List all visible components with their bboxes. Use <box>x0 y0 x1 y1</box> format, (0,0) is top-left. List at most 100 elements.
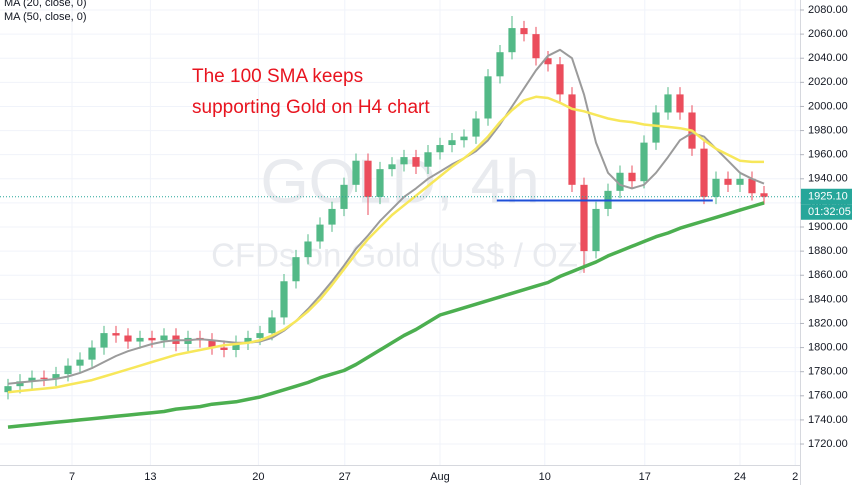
candle-body <box>532 34 540 59</box>
x-tick-label: 7 <box>69 471 75 483</box>
candle-body <box>220 347 228 350</box>
candle-body <box>412 157 420 167</box>
candle-body <box>568 94 576 185</box>
candle-body <box>448 140 456 146</box>
candle-body <box>592 208 600 252</box>
y-tick-label: 1880.00 <box>808 245 848 257</box>
x-tick-label: Aug <box>430 471 450 483</box>
candle-body <box>160 335 168 341</box>
price-axis <box>800 0 852 485</box>
candle-body <box>676 94 684 113</box>
candle-body <box>616 172 624 191</box>
candle-body <box>460 136 468 141</box>
y-tick-label: 2040.00 <box>808 52 848 64</box>
candle-body <box>340 184 348 209</box>
candle-body <box>4 386 12 393</box>
candle-body <box>52 374 60 379</box>
candle-body <box>712 178 720 197</box>
x-tick-label: 20 <box>252 471 264 483</box>
y-tick-label: 2080.00 <box>808 4 848 16</box>
candle-body <box>472 118 480 137</box>
candle-body <box>76 359 84 366</box>
axes: 1720.00 1740.00 1760.00 1780.00 1800.00 1820.… <box>69 4 852 483</box>
y-tick-label: 1840.00 <box>808 293 848 305</box>
candle-body <box>556 64 564 95</box>
y-tick-label: 1940.00 <box>808 173 848 185</box>
candle-body <box>16 381 24 387</box>
candle-body <box>244 337 252 343</box>
y-tick-label: 1800.00 <box>808 341 848 353</box>
candle-body <box>124 335 132 342</box>
y-tick-label: 1760.00 <box>808 390 848 402</box>
y-tick-label: 2060.00 <box>808 28 848 40</box>
candle-body <box>652 112 660 143</box>
candle-body <box>136 337 144 342</box>
candle-body <box>508 28 516 53</box>
candle-body <box>544 58 552 65</box>
moving-average <box>7 48 765 385</box>
candle-body <box>436 145 444 153</box>
legend-entry: MA (20, close, 0) <box>4 0 87 9</box>
x-tick-label: 13 <box>144 471 156 483</box>
candle-body <box>112 333 120 336</box>
candle-body <box>760 193 768 197</box>
candle-body <box>148 337 156 341</box>
candle-body <box>88 347 96 360</box>
x-tick-label: 2 <box>792 471 798 483</box>
candle-body <box>268 317 276 334</box>
y-tick-label: 1980.00 <box>808 124 848 136</box>
time-axis <box>0 466 800 485</box>
candle-body <box>232 342 240 350</box>
moving-average <box>7 201 765 429</box>
candle-body <box>40 377 48 379</box>
y-tick-label: 1860.00 <box>808 269 848 281</box>
y-tick-label: 1780.00 <box>808 366 848 378</box>
moving-average <box>7 95 764 394</box>
grid <box>0 0 800 465</box>
plot <box>0 16 800 429</box>
candle-body <box>496 52 504 77</box>
candle-body <box>64 365 72 375</box>
candle-body <box>304 241 312 258</box>
candle-body <box>100 333 108 348</box>
candle-body <box>316 224 324 242</box>
candle-body <box>724 178 732 185</box>
candle-body <box>364 160 372 197</box>
candle-body <box>664 94 672 113</box>
annotation: supporting Gold on H4 chart <box>192 97 430 118</box>
current-price-label: 1925.10 <box>808 191 848 203</box>
candle-body <box>352 160 360 185</box>
countdown-label: 01:32:05 <box>808 206 851 218</box>
candle-body <box>376 169 384 197</box>
watermark-description: CFDs on Gold (US$ / OZ) <box>211 237 589 274</box>
y-tick-label: 1900.00 <box>808 221 848 233</box>
candle-body <box>280 281 288 318</box>
x-tick-label: 10 <box>539 471 551 483</box>
y-tick-label: 2000.00 <box>808 100 848 112</box>
candle-body <box>748 178 756 194</box>
x-tick-label: 17 <box>639 471 651 483</box>
y-tick-label: 1740.00 <box>808 414 848 426</box>
candle-body <box>400 157 408 165</box>
candle-body <box>208 340 216 348</box>
current-price-box <box>801 188 852 205</box>
candle-body <box>580 184 588 252</box>
candle-body <box>736 178 744 185</box>
candle-body <box>520 28 528 35</box>
x-tick-label: 27 <box>339 471 351 483</box>
watermark-symbol: GOLD, 4h <box>260 147 539 216</box>
candle-body <box>28 377 36 382</box>
candle-body <box>388 164 396 170</box>
x-tick-label: 24 <box>734 471 746 483</box>
candle-body <box>700 148 708 197</box>
candle-body <box>484 76 492 119</box>
candle-body <box>292 257 300 282</box>
candle-body <box>640 142 648 182</box>
y-tick-label: 1720.00 <box>808 438 848 450</box>
y-tick-label: 1820.00 <box>808 317 848 329</box>
candle-body <box>424 152 432 167</box>
countdown-box <box>801 204 852 220</box>
annotation: The 100 SMA keeps <box>192 66 363 87</box>
